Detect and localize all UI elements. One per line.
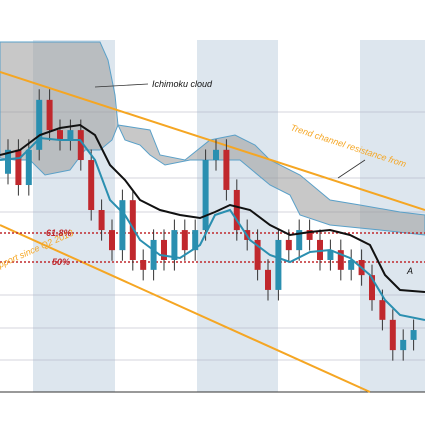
candle-body bbox=[317, 239, 323, 260]
candle-body bbox=[57, 130, 63, 140]
candle-body bbox=[46, 99, 53, 131]
candle-body bbox=[265, 269, 271, 290]
candle-body bbox=[254, 239, 261, 270]
candle-body bbox=[202, 160, 209, 231]
candle-body bbox=[306, 230, 313, 240]
cloud-label: Ichimoku cloud bbox=[152, 79, 213, 89]
candle-body bbox=[77, 130, 84, 161]
candle-body bbox=[150, 239, 157, 270]
candle-body bbox=[171, 230, 178, 260]
resistance-pointer bbox=[337, 159, 366, 179]
candle-body bbox=[400, 339, 407, 351]
candle-body bbox=[15, 149, 22, 186]
candle-body bbox=[285, 239, 292, 251]
candle-body bbox=[181, 230, 188, 251]
candle-body bbox=[36, 99, 43, 150]
fib-50-label: 50% bbox=[52, 257, 70, 267]
candle-body bbox=[192, 230, 199, 251]
candle-body bbox=[337, 250, 344, 270]
candle-body bbox=[161, 239, 167, 260]
candle-body bbox=[25, 149, 32, 186]
candle-body bbox=[88, 160, 95, 211]
candle-body bbox=[348, 260, 355, 270]
candle-body bbox=[98, 210, 105, 231]
candle-body bbox=[389, 319, 396, 351]
candle-body bbox=[233, 189, 240, 231]
base-line bbox=[0, 123, 425, 293]
candle-body bbox=[410, 330, 417, 340]
candle-body bbox=[296, 230, 303, 251]
trend-support-line bbox=[0, 224, 371, 393]
candle-body bbox=[213, 149, 219, 161]
candle-body bbox=[67, 130, 74, 140]
candle-body bbox=[275, 239, 282, 290]
candle-body bbox=[109, 230, 115, 251]
trend-resistance-line bbox=[0, 71, 425, 211]
candle-body bbox=[379, 300, 386, 320]
candle-body bbox=[5, 149, 11, 174]
candle-body bbox=[119, 200, 126, 251]
conversion-line bbox=[0, 136, 425, 321]
fib-618-label: 61.8% bbox=[46, 228, 72, 238]
candle-body bbox=[327, 250, 334, 260]
candle-body bbox=[369, 275, 375, 301]
ichimoku-cloud bbox=[117, 124, 425, 236]
point-a-label: A bbox=[406, 266, 413, 276]
cloud-pointer bbox=[94, 83, 149, 88]
candle-body bbox=[140, 260, 147, 270]
candle-body bbox=[129, 200, 136, 260]
candle-body bbox=[223, 149, 230, 190]
